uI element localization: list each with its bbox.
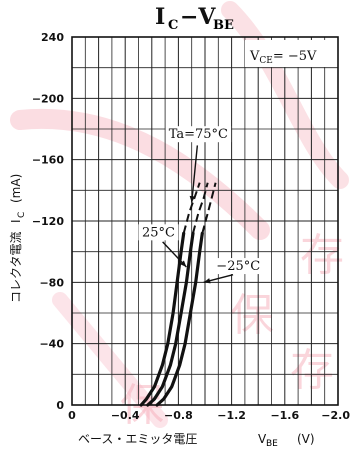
series-line-dashed [182, 182, 201, 234]
watermark-glyph: 存 [290, 345, 334, 396]
x-axis-label-jp: ベース・エミッタ電圧 [78, 432, 197, 446]
y-tick-labels: 0 −40 −80 −120 −160 −200 240 [32, 31, 65, 412]
annotations: Ta=75°C 25°C −25°C [138, 126, 263, 284]
title-dash: −V [180, 4, 216, 30]
series-line-solid [146, 231, 195, 407]
y-axis-label-ic: I [9, 219, 23, 223]
x-axis-label-vbe-sub: BE [266, 439, 278, 449]
x-tick-label: −0.8 [164, 409, 193, 422]
y-tick-label: 0 [56, 399, 64, 412]
watermark-stroke [10, 108, 270, 240]
y-tick-label: −40 [39, 338, 64, 351]
annotation-label: Ta=75°C [169, 127, 228, 142]
y-axis-label-unit: (mA) [9, 174, 23, 203]
condition-text: VCE= −5V [249, 49, 317, 66]
y-axis-label-ic-sub: C [17, 212, 27, 218]
x-tick-label: −1.6 [270, 409, 299, 422]
y-tick-label: −160 [32, 154, 65, 167]
plot-frame [71, 36, 339, 406]
y-axis-label: コレクタ電流 I C (mA) [9, 174, 27, 303]
title-ic-sub: C [168, 18, 178, 33]
x-tick-label: −1.2 [217, 409, 246, 422]
title-ic: I [155, 4, 165, 30]
title-vbe-sub: BE [213, 18, 234, 33]
x-tick-label: −2.0 [321, 409, 350, 422]
annotation-leader [191, 145, 199, 203]
annotation-label: −25°C [216, 259, 260, 274]
series-line-dashed [201, 182, 217, 234]
plot-border [71, 36, 339, 406]
series-line-solid [139, 231, 186, 407]
series [139, 182, 217, 407]
annotation-arrowhead [179, 260, 187, 267]
y-tick-label: 240 [41, 31, 64, 44]
annotation-arrowhead [189, 195, 196, 203]
annotation-arrowhead [203, 278, 211, 284]
x-axis-label: ベース・エミッタ電圧 V BE (V) [78, 432, 315, 449]
series-line-dashed [192, 182, 209, 234]
x-tick-labels: 0 −0.4 −0.8 −1.2 −1.6 −2.0 [68, 409, 350, 422]
x-tick-label: 0 [68, 409, 76, 422]
y-tick-label: −200 [32, 92, 65, 105]
watermark-glyph: 存 [300, 230, 344, 281]
watermark-glyph: 保 [230, 290, 274, 341]
annotation-bg [138, 224, 179, 241]
y-tick-label: −80 [39, 276, 64, 289]
series-line-solid [155, 231, 204, 407]
chart-title: I C −V BE [155, 4, 234, 33]
condition-bg [245, 40, 330, 67]
annotation-bg [165, 126, 232, 143]
annotation-label: 25°C [142, 225, 175, 240]
x-tick-label: −0.4 [111, 409, 140, 422]
y-axis-label-jp: コレクタ電流 [9, 231, 23, 303]
annotation-bg [214, 258, 263, 275]
x-axis-label-vbe: V [258, 432, 267, 446]
y-tick-label: −120 [32, 215, 65, 228]
x-axis-label-unit: (V) [297, 432, 315, 446]
condition-box: VCE= −5V [245, 40, 330, 67]
watermark-stroke [52, 292, 168, 428]
